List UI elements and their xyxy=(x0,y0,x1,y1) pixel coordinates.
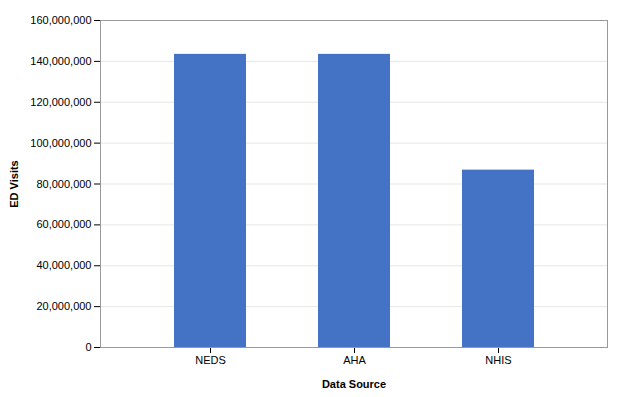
svg-text:60,000,000: 60,000,000 xyxy=(36,218,91,230)
svg-text:NEDS: NEDS xyxy=(195,354,226,366)
svg-text:Data Source: Data Source xyxy=(322,378,386,390)
svg-text:AHA: AHA xyxy=(343,354,366,366)
svg-text:0: 0 xyxy=(85,341,91,353)
svg-text:120,000,000: 120,000,000 xyxy=(30,96,91,108)
svg-text:80,000,000: 80,000,000 xyxy=(36,178,91,190)
svg-text:140,000,000: 140,000,000 xyxy=(30,55,91,67)
svg-text:NHIS: NHIS xyxy=(485,354,511,366)
svg-text:160,000,000: 160,000,000 xyxy=(30,14,91,26)
svg-text:40,000,000: 40,000,000 xyxy=(36,259,91,271)
svg-text:20,000,000: 20,000,000 xyxy=(36,300,91,312)
svg-text:100,000,000: 100,000,000 xyxy=(30,137,91,149)
svg-text:ED Visits: ED Visits xyxy=(8,160,20,208)
